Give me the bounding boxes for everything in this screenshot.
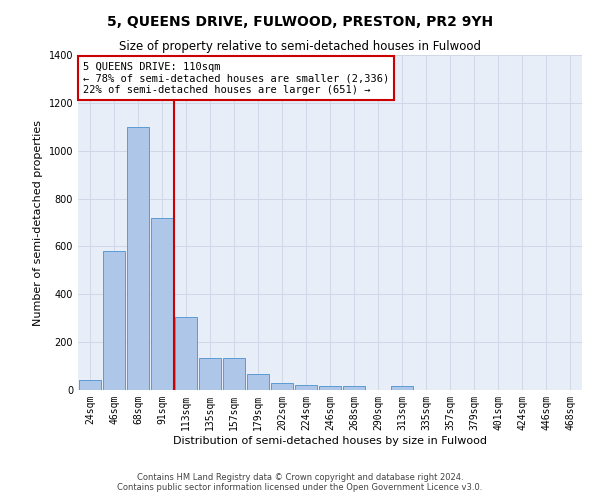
Bar — [391, 386, 413, 390]
Bar — [79, 380, 101, 390]
Bar — [223, 358, 245, 390]
Text: Size of property relative to semi-detached houses in Fulwood: Size of property relative to semi-detach… — [119, 40, 481, 53]
Text: 5 QUEENS DRIVE: 110sqm
← 78% of semi-detached houses are smaller (2,336)
22% of : 5 QUEENS DRIVE: 110sqm ← 78% of semi-det… — [83, 62, 389, 95]
Bar — [103, 251, 125, 390]
Text: 5, QUEENS DRIVE, FULWOOD, PRESTON, PR2 9YH: 5, QUEENS DRIVE, FULWOOD, PRESTON, PR2 9… — [107, 15, 493, 29]
Bar — [199, 358, 221, 390]
Bar — [175, 317, 197, 390]
Bar — [247, 374, 269, 390]
Text: Contains HM Land Registry data © Crown copyright and database right 2024.
Contai: Contains HM Land Registry data © Crown c… — [118, 473, 482, 492]
Bar — [295, 385, 317, 390]
X-axis label: Distribution of semi-detached houses by size in Fulwood: Distribution of semi-detached houses by … — [173, 436, 487, 446]
Bar — [343, 386, 365, 390]
Y-axis label: Number of semi-detached properties: Number of semi-detached properties — [33, 120, 43, 326]
Bar — [271, 383, 293, 390]
Bar — [319, 386, 341, 390]
Bar — [127, 127, 149, 390]
Bar — [151, 218, 173, 390]
